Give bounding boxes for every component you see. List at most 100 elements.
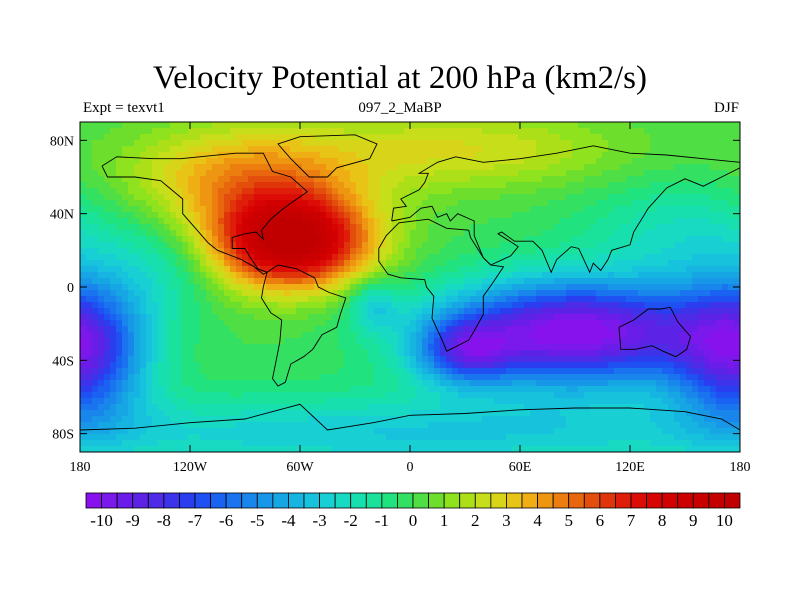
field-cell [338,374,345,381]
field-cell [242,380,249,387]
field-cell [566,236,573,243]
field-cell [506,308,513,315]
field-cell [188,368,195,375]
field-cell [152,374,159,381]
field-cell [92,374,99,381]
field-cell [116,236,123,243]
field-cell [530,356,537,363]
field-cell [224,326,231,333]
field-cell [194,320,201,327]
field-cell [560,332,567,339]
field-cell [326,350,333,357]
field-cell [116,266,123,273]
field-cell [236,122,243,129]
field-cell [488,170,495,177]
field-cell [176,296,183,303]
field-cell [710,212,717,219]
field-cell [290,368,297,375]
field-cell [386,170,393,177]
field-cell [434,344,441,351]
field-cell [380,362,387,369]
field-cell [242,302,249,309]
field-cell [560,356,567,363]
field-cell [140,266,147,273]
field-cell [554,344,561,351]
field-cell [194,158,201,165]
field-cell [578,146,585,153]
field-cell [512,176,519,183]
field-cell [128,368,135,375]
field-cell [332,320,339,327]
field-cell [440,236,447,243]
field-cell [578,170,585,177]
field-cell [398,308,405,315]
field-cell [566,200,573,207]
field-cell [146,242,153,249]
field-cell [128,314,135,321]
field-cell [398,344,405,351]
field-cell [218,308,225,315]
field-cell [536,332,543,339]
field-cell [140,176,147,183]
field-cell [692,164,699,171]
field-cell [392,314,399,321]
field-cell [716,272,723,279]
field-cell [536,350,543,357]
field-cell [104,350,111,357]
field-cell [380,332,387,339]
field-cell [404,278,411,285]
field-cell [650,308,657,315]
field-cell [596,362,603,369]
field-cell [332,176,339,183]
field-cell [566,134,573,141]
field-cell [272,374,279,381]
field-cell [524,380,531,387]
field-cell [170,344,177,351]
field-cell [674,134,681,141]
field-cell [206,314,213,321]
field-cell [614,380,621,387]
field-cell [434,350,441,357]
field-cell [104,380,111,387]
field-cell [362,314,369,321]
field-cell [584,332,591,339]
field-cell [578,386,585,393]
field-cell [344,170,351,177]
field-cell [704,242,711,249]
field-cell [398,350,405,357]
field-cell [572,212,579,219]
field-cell [710,272,717,279]
field-cell [248,218,255,225]
field-cell [596,212,603,219]
field-cell [668,254,675,261]
field-cell [188,266,195,273]
field-cell [194,242,201,249]
field-cell [380,236,387,243]
field-cell [710,164,717,171]
field-cell [410,248,417,255]
field-cell [224,206,231,213]
field-cell [344,362,351,369]
field-cell [290,164,297,171]
field-cell [620,284,627,291]
field-cell [368,200,375,207]
field-cell [488,260,495,267]
field-cell [302,350,309,357]
field-cell [248,152,255,159]
field-cell [272,188,279,195]
field-cell [344,194,351,201]
field-cell [560,242,567,249]
field-cell [536,338,543,345]
field-cell [224,254,231,261]
field-cell [722,224,729,231]
field-cell [374,302,381,309]
field-cell [590,140,597,147]
field-cell [692,212,699,219]
field-cell [584,254,591,261]
field-cell [314,272,321,279]
field-cell [578,152,585,159]
field-cell [116,176,123,183]
field-cell [530,326,537,333]
field-cell [650,212,657,219]
field-cell [542,374,549,381]
